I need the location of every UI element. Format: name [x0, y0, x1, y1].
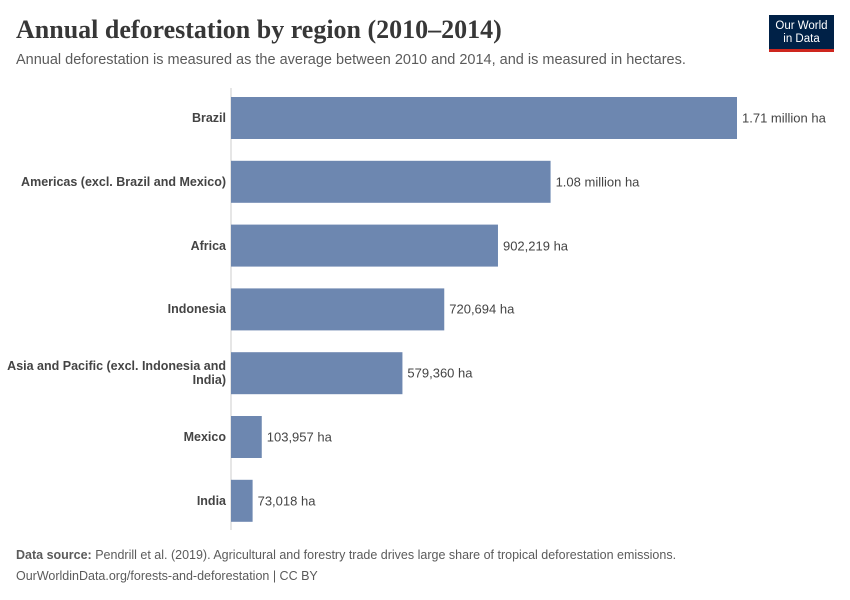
chart-subtitle: Annual deforestation is measured as the … [16, 52, 686, 68]
url[interactable]: OurWorldinData.org/forests-and-deforesta… [16, 569, 318, 583]
source: Data source: Pendrill et al. (2019). Agr… [16, 548, 676, 562]
logo-text: in Data [783, 33, 820, 45]
value-label: 720,694 ha [449, 301, 515, 317]
logo-text: Our World [775, 20, 828, 32]
value-label: 902,219 ha [502, 238, 569, 254]
value-label: 1.08 million ha [555, 174, 640, 190]
value-label: 579,360 ha [407, 365, 473, 381]
category-label: Asia and Pacific (excl. Indonesia and In… [7, 359, 226, 388]
category-label: Brazil [191, 111, 226, 125]
bar [231, 479, 253, 522]
bar [231, 352, 403, 395]
value-label: 73,018 ha [257, 493, 316, 509]
bar [231, 416, 262, 458]
category-label: India [196, 493, 226, 508]
chart-title: Annual deforestation by region (2010–201… [16, 15, 502, 44]
category-label: Indonesia [167, 302, 226, 317]
logo[interactable]: Our World in Data [769, 15, 834, 52]
category-label: Mexico [183, 430, 226, 444]
value-label: 1.71 million ha [742, 110, 826, 126]
source-text: Pendrill et al. (2019). Agricultural and… [95, 548, 677, 562]
bar [231, 160, 551, 203]
source-label: Data source: [16, 548, 92, 562]
category-label: Africa [190, 238, 226, 253]
bar [231, 97, 737, 139]
value-label: 103,957 ha [266, 429, 332, 445]
bar [231, 224, 498, 267]
bar [231, 288, 445, 331]
category-label: Americas (excl. Brazil and Mexico) [21, 174, 226, 189]
